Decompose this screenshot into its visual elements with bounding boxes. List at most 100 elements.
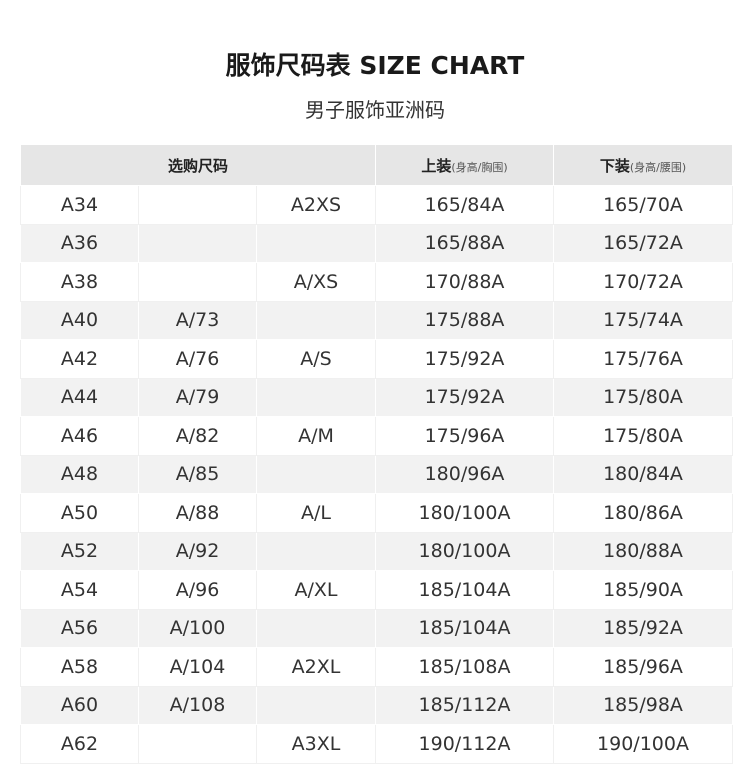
cell-top-size: 180/100A: [375, 493, 555, 533]
header-size-label: 选购尺码: [168, 156, 229, 175]
cell-waist-code: A/76: [138, 339, 257, 379]
cell-letter-size: A/S: [255, 339, 377, 379]
cell-waist-code: A/85: [138, 454, 257, 494]
cell-top-size: 185/108A: [375, 647, 555, 687]
cell-size-code: A56: [20, 608, 139, 648]
cell-bottom-size: 185/90A: [553, 570, 734, 610]
cell-letter-size: [255, 685, 377, 725]
cell-bottom-size: 185/92A: [553, 608, 734, 648]
header-top-label: 上装: [421, 156, 452, 175]
cell-waist-code: [138, 262, 257, 302]
cell-bottom-size: 190/100A: [553, 724, 734, 764]
cell-letter-size: A2XS: [255, 185, 377, 225]
table-row: A42 A/76 A/S 175/92A 175/76A: [20, 339, 734, 379]
table-row: A58 A/104 A2XL 185/108A 185/96A: [20, 647, 734, 687]
cell-bottom-size: 165/70A: [553, 185, 734, 225]
cell-letter-size: A/XL: [255, 570, 377, 610]
table-header-row: 选购尺码 上装(身高/胸围) 下装(身高/腰围): [19, 144, 734, 186]
cell-waist-code: [138, 185, 257, 225]
cell-letter-size: [255, 608, 377, 648]
cell-top-size: 180/100A: [375, 531, 555, 571]
table-row: A54 A/96 A/XL 185/104A 185/90A: [20, 570, 734, 610]
cell-bottom-size: 175/74A: [553, 300, 734, 340]
cell-waist-code: A/100: [138, 608, 257, 648]
cell-size-code: A34: [20, 185, 139, 225]
cell-letter-size: [255, 377, 377, 417]
table-row: A34 A2XS 165/84A 165/70A: [20, 185, 734, 225]
cell-size-code: A48: [20, 454, 139, 494]
cell-top-size: 175/96A: [375, 416, 555, 456]
cell-bottom-size: 175/80A: [553, 416, 734, 456]
cell-size-code: A42: [20, 339, 139, 379]
cell-letter-size: A/L: [255, 493, 377, 533]
cell-waist-code: A/88: [138, 493, 257, 533]
header-top-sub: (身高/胸围): [451, 160, 508, 174]
table-row: A40 A/73 175/88A 175/74A: [20, 300, 734, 340]
cell-top-size: 165/88A: [375, 223, 555, 263]
size-chart-table: 选购尺码 上装(身高/胸围) 下装(身高/腰围) A34 A2XS 165/84A 1…: [19, 144, 734, 764]
cell-letter-size: A3XL: [255, 724, 377, 764]
cell-size-code: A38: [20, 262, 139, 302]
cell-top-size: 175/92A: [375, 339, 555, 379]
cell-letter-size: [255, 223, 377, 263]
header-size: 选购尺码: [19, 144, 377, 186]
cell-bottom-size: 175/80A: [553, 377, 734, 417]
cell-size-code: A44: [20, 377, 139, 417]
header-bottom-sub: (身高/腰围): [629, 160, 687, 174]
cell-waist-code: [138, 724, 257, 764]
cell-size-code: A54: [20, 570, 139, 610]
cell-top-size: 165/84A: [375, 185, 555, 225]
table-row: A62 A3XL 190/112A 190/100A: [20, 724, 734, 764]
cell-top-size: 185/104A: [375, 608, 555, 648]
cell-size-code: A46: [20, 416, 139, 456]
table-row: A36 165/88A 165/72A: [20, 223, 734, 263]
cell-bottom-size: 185/96A: [553, 647, 734, 687]
header-bottom: 下装(身高/腰围): [553, 144, 734, 186]
cell-bottom-size: 180/88A: [553, 531, 734, 571]
cell-size-code: A62: [20, 724, 139, 764]
cell-top-size: 175/88A: [375, 300, 555, 340]
table-row: A38 A/XS 170/88A 170/72A: [20, 262, 734, 302]
table-row: A46 A/82 A/M 175/96A 175/80A: [20, 416, 734, 456]
cell-top-size: 175/92A: [375, 377, 555, 417]
table-row: A60 A/108 185/112A 185/98A: [20, 685, 734, 725]
table-row: A56 A/100 185/104A 185/92A: [20, 608, 734, 648]
header-top: 上装(身高/胸围): [375, 144, 555, 186]
table-row: A44 A/79 175/92A 175/80A: [20, 377, 734, 417]
page-subtitle: 男子服饰亚洲码: [305, 98, 445, 122]
table-row: A48 A/85 180/96A 180/84A: [20, 454, 734, 494]
cell-size-code: A52: [20, 531, 139, 571]
cell-size-code: A60: [20, 685, 139, 725]
cell-waist-code: A/104: [138, 647, 257, 687]
cell-letter-size: A/XS: [255, 262, 377, 302]
cell-letter-size: A2XL: [255, 647, 377, 687]
cell-top-size: 190/112A: [375, 724, 555, 764]
cell-letter-size: [255, 454, 377, 494]
table-row: A52 A/92 180/100A 180/88A: [20, 531, 734, 571]
cell-size-code: A36: [20, 223, 139, 263]
cell-top-size: 180/96A: [375, 454, 555, 494]
cell-top-size: 185/104A: [375, 570, 555, 610]
cell-bottom-size: 165/72A: [553, 223, 734, 263]
cell-letter-size: A/M: [255, 416, 377, 456]
cell-waist-code: A/79: [138, 377, 257, 417]
cell-waist-code: [138, 223, 257, 263]
cell-size-code: A58: [20, 647, 139, 687]
cell-top-size: 170/88A: [375, 262, 555, 302]
cell-waist-code: A/96: [138, 570, 257, 610]
cell-letter-size: [255, 531, 377, 571]
cell-waist-code: A/73: [138, 300, 257, 340]
cell-bottom-size: 175/76A: [553, 339, 734, 379]
cell-waist-code: A/92: [138, 531, 257, 571]
cell-bottom-size: 180/84A: [553, 454, 734, 494]
cell-waist-code: A/108: [138, 685, 257, 725]
cell-bottom-size: 180/86A: [553, 493, 734, 533]
cell-bottom-size: 185/98A: [553, 685, 734, 725]
cell-bottom-size: 170/72A: [553, 262, 734, 302]
table-row: A50 A/88 A/L 180/100A 180/86A: [20, 493, 734, 533]
page-title: 服饰尺码表 SIZE CHART: [225, 51, 525, 80]
cell-size-code: A50: [20, 493, 139, 533]
cell-top-size: 185/112A: [375, 685, 555, 725]
header-bottom-label: 下装: [599, 156, 630, 175]
cell-letter-size: [255, 300, 377, 340]
